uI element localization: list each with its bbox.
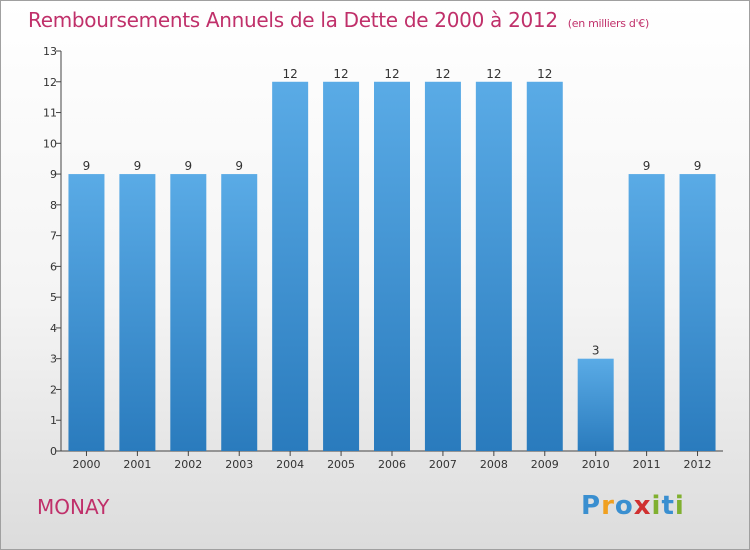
x-tick-label: 2007 (429, 458, 457, 471)
bar (475, 81, 512, 452)
bar-value-label: 9 (83, 159, 91, 173)
x-tick-label: 2012 (684, 458, 712, 471)
bar (68, 174, 105, 452)
bar-value-label: 12 (435, 67, 450, 81)
x-tick-label: 2006 (378, 458, 406, 471)
logo-letter: t (661, 491, 675, 521)
bar-value-label: 12 (333, 67, 348, 81)
y-tick-label: 7 (50, 230, 57, 243)
y-tick-label: 1 (50, 414, 57, 427)
x-tick-label: 2010 (582, 458, 610, 471)
x-tick-label: 2004 (276, 458, 304, 471)
bar-value-label: 9 (134, 159, 142, 173)
bar-value-label: 12 (384, 67, 399, 81)
y-tick-label: 0 (50, 445, 57, 458)
bar (526, 81, 563, 452)
y-tick-label: 11 (43, 107, 57, 120)
y-tick-label: 13 (43, 45, 57, 58)
y-tick-label: 3 (50, 353, 57, 366)
y-tick-label: 4 (50, 322, 57, 335)
chart-unit-subtitle: (en milliers d'€) (567, 17, 649, 30)
bar (221, 174, 258, 452)
x-tick-label: 2003 (225, 458, 253, 471)
bar (679, 174, 716, 452)
bar (170, 174, 207, 452)
bar (119, 174, 156, 452)
y-tick-label: 12 (43, 76, 57, 89)
bar (272, 81, 309, 452)
bar-value-label: 9 (235, 159, 243, 173)
logo-letter: P (581, 491, 602, 521)
x-tick-label: 2000 (72, 458, 100, 471)
logo-letter: x (633, 491, 652, 521)
bar (374, 81, 410, 452)
y-tick-label: 2 (50, 383, 57, 396)
x-tick-label: 2005 (327, 458, 355, 471)
bar-value-label: 12 (537, 67, 552, 81)
bar (628, 174, 665, 452)
commune-name: MONAY (37, 495, 110, 519)
x-tick-label: 2008 (480, 458, 508, 471)
bar-value-label: 12 (283, 67, 298, 81)
y-tick-label: 10 (43, 137, 57, 150)
bar (577, 358, 614, 451)
y-tick-label: 6 (50, 260, 57, 273)
bar-value-label: 9 (184, 159, 192, 173)
logo-letter: r (601, 491, 615, 521)
bar (323, 81, 360, 452)
bar-value-label: 9 (694, 159, 702, 173)
x-tick-label: 2002 (174, 458, 202, 471)
logo-letter: o (614, 491, 634, 521)
x-tick-label: 2001 (123, 458, 151, 471)
bar-value-label: 12 (486, 67, 501, 81)
y-tick-label: 8 (50, 199, 57, 212)
x-tick-label: 2011 (633, 458, 661, 471)
logo-letter: i (651, 491, 662, 521)
bar-value-label: 3 (592, 344, 600, 358)
x-tick-label: 2009 (531, 458, 559, 471)
proxiti-logo: Proxiti (581, 491, 685, 521)
logo-letter: i (674, 491, 685, 521)
y-tick-label: 5 (50, 291, 57, 304)
bar-value-label: 9 (643, 159, 651, 173)
chart-title: Remboursements Annuels de la Dette de 20… (28, 8, 649, 32)
chart-title-text: Remboursements Annuels de la Dette de 20… (28, 8, 558, 32)
bar (424, 81, 461, 452)
y-tick-label: 9 (50, 168, 57, 181)
